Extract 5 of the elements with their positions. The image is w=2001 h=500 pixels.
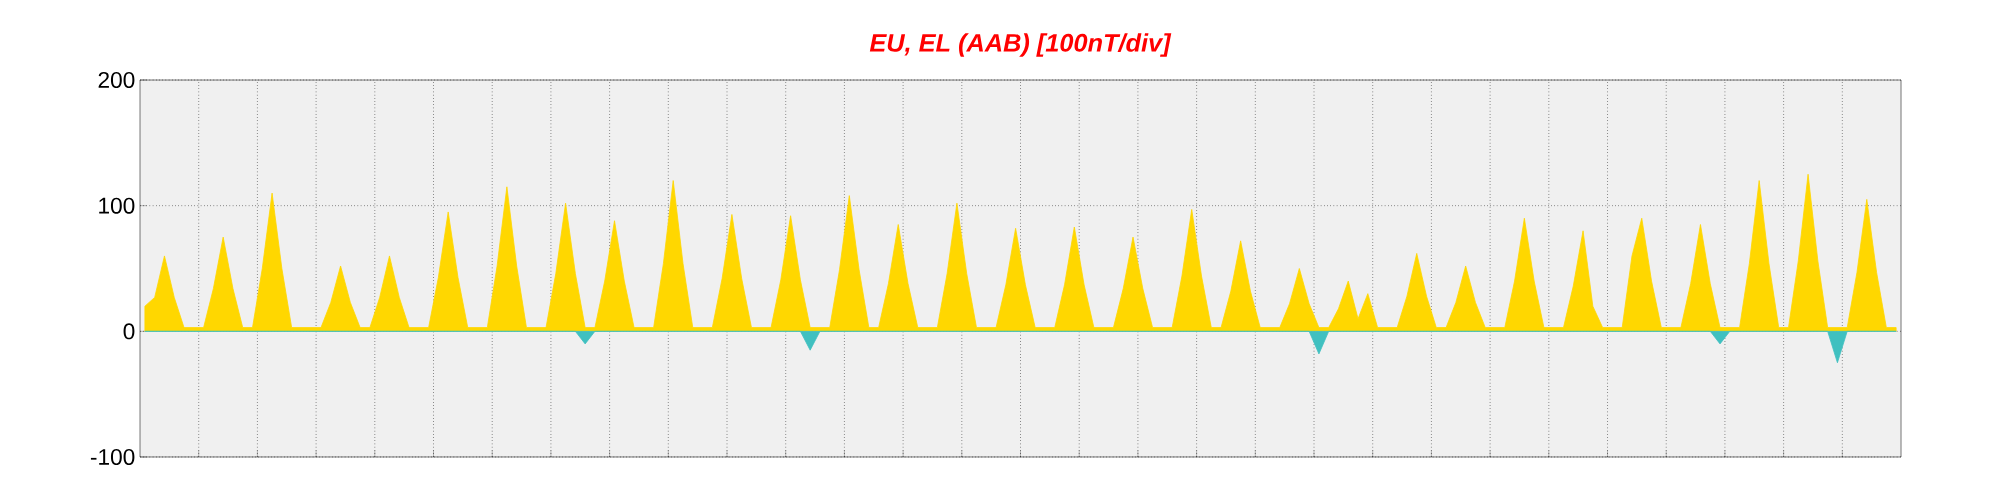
y-tick-label: 100 xyxy=(99,197,135,214)
y-tick-label: -100 xyxy=(90,448,135,466)
y-tick-label: 0 xyxy=(123,323,135,340)
y-tick-label: 200 xyxy=(98,71,135,89)
chart-title: EU, EL (AAB) [100nT/div] xyxy=(869,33,1172,57)
